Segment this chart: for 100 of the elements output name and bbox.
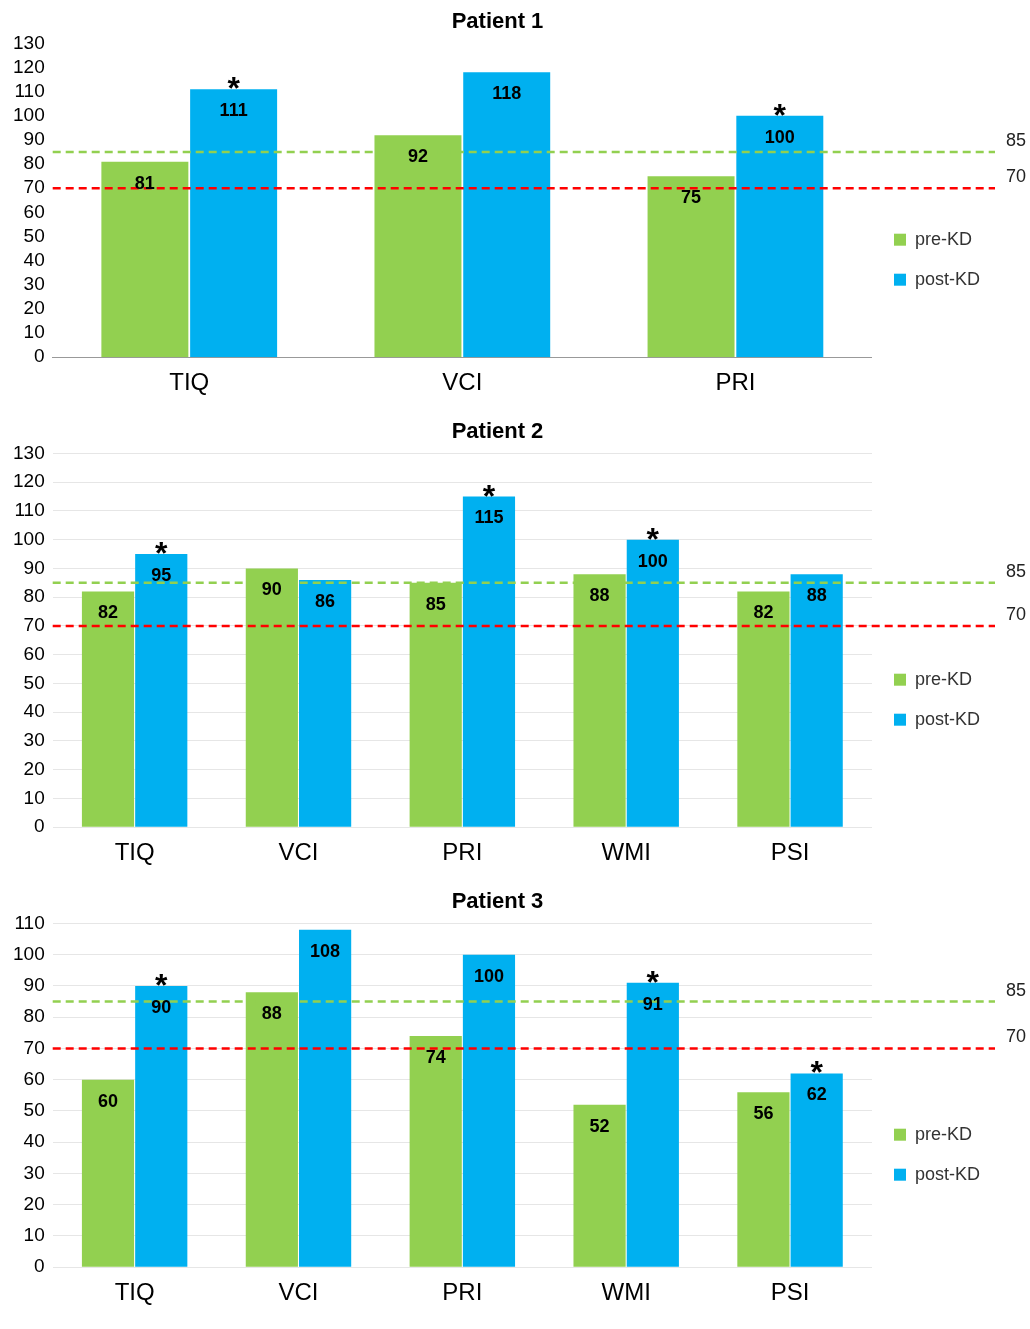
legend-label: post-KD <box>914 1163 981 1184</box>
y-tick-label: 50 <box>23 671 45 693</box>
y-tick-label: 10 <box>23 786 45 808</box>
chart-title: Patient 1 <box>451 8 544 34</box>
data-label: 52 <box>589 1115 610 1136</box>
x-tick-label: PRI <box>715 368 756 396</box>
data-label: 92 <box>407 146 428 167</box>
y-tick-label: 50 <box>23 1099 45 1121</box>
y-tick-label: 0 <box>34 345 45 367</box>
x-tick-label: PSI <box>770 838 810 866</box>
data-label: 56 <box>753 1103 774 1124</box>
bar <box>462 496 516 827</box>
y-tick-label: 50 <box>23 224 45 246</box>
y-tick-label: 60 <box>23 1067 45 1089</box>
y-tick-label: 80 <box>23 585 45 607</box>
bar <box>626 539 679 827</box>
y-tick-label: 100 <box>13 104 45 126</box>
y-tick-label: 10 <box>23 1224 45 1246</box>
bar <box>737 591 790 827</box>
y-tick-label: 70 <box>23 614 45 636</box>
data-label: 88 <box>261 1003 282 1024</box>
x-tick-label: VCI <box>278 1278 319 1306</box>
y-tick-label: 60 <box>23 642 45 664</box>
chart-title: Patient 2 <box>451 418 544 444</box>
y-tick-label: 70 <box>23 1036 45 1058</box>
bar <box>190 89 278 358</box>
x-tick-label: TIQ <box>114 838 155 866</box>
y-tick-label: 90 <box>23 974 45 996</box>
x-tick-label: WMI <box>601 1278 651 1306</box>
y-tick-label: 110 <box>14 911 45 933</box>
data-label: 85 <box>425 593 446 614</box>
x-tick-label: TIQ <box>114 1278 155 1306</box>
x-tick-label: VCI <box>278 838 319 866</box>
bar <box>81 1079 135 1267</box>
y-tick-label: 100 <box>13 527 45 549</box>
data-label: 82 <box>753 602 774 623</box>
ref-line-label: 70 <box>1005 1026 1026 1047</box>
bar <box>299 929 352 1267</box>
x-tick-label: WMI <box>601 838 651 866</box>
y-tick-label: 30 <box>23 1161 45 1183</box>
data-label: 60 <box>97 1090 119 1111</box>
y-tick-label: 0 <box>34 1255 45 1277</box>
x-tick-label: PRI <box>442 838 483 866</box>
bar <box>135 985 188 1267</box>
y-tick-label: 90 <box>23 128 45 150</box>
bar <box>736 115 824 358</box>
data-label: 118 <box>492 83 522 104</box>
bar <box>790 1073 843 1267</box>
bar <box>462 954 516 1267</box>
data-label: 100 <box>473 965 504 986</box>
bar <box>101 161 189 358</box>
data-label: 74 <box>425 1046 446 1067</box>
y-tick-label: 10 <box>23 321 45 343</box>
y-tick-label: 20 <box>23 1192 45 1214</box>
bar <box>299 579 352 827</box>
y-tick-label: 110 <box>14 499 45 521</box>
ref-line-label: 85 <box>1005 979 1026 1000</box>
y-tick-label: 0 <box>34 815 45 837</box>
x-tick-label: PRI <box>442 1278 483 1306</box>
ref-line-label: 70 <box>1005 603 1026 624</box>
data-label: 88 <box>806 585 827 606</box>
data-label: 82 <box>97 602 119 623</box>
y-tick-label: 30 <box>23 729 45 751</box>
y-tick-label: 90 <box>23 556 45 578</box>
data-label: 75 <box>681 187 702 208</box>
y-tick-label: 130 <box>13 441 45 463</box>
y-tick-label: 70 <box>23 176 45 198</box>
y-tick-label: 40 <box>23 700 45 722</box>
y-tick-label: 20 <box>23 757 45 779</box>
y-tick-label: 80 <box>23 152 45 174</box>
legend-label: pre-KD <box>914 668 972 689</box>
data-label: 90 <box>261 579 282 600</box>
y-tick-label: 30 <box>23 273 45 295</box>
ref-line-label: 85 <box>1005 560 1026 581</box>
bar <box>135 554 188 827</box>
x-tick-label: TIQ <box>169 368 210 396</box>
x-tick-label: PSI <box>770 1278 810 1306</box>
y-tick-label: 20 <box>23 297 45 319</box>
y-tick-label: 100 <box>13 942 45 964</box>
y-tick-label: 60 <box>23 200 45 222</box>
bar <box>737 1092 790 1267</box>
y-tick-label: 130 <box>13 31 45 53</box>
bar <box>463 72 551 358</box>
bar <box>626 982 679 1267</box>
y-tick-label: 80 <box>23 1005 45 1027</box>
bar <box>573 1104 626 1267</box>
legend-label: pre-KD <box>914 1123 972 1144</box>
y-tick-label: 120 <box>13 470 45 492</box>
bar <box>81 591 135 827</box>
y-tick-label: 110 <box>14 79 45 101</box>
bar <box>790 574 843 827</box>
y-tick-label: 40 <box>23 1130 45 1152</box>
legend-label: post-KD <box>914 708 981 729</box>
bar <box>409 1035 462 1267</box>
ref-line-label: 70 <box>1005 166 1026 187</box>
bar <box>647 176 735 358</box>
chart-title: Patient 3 <box>451 888 544 914</box>
legend-label: pre-KD <box>914 228 972 249</box>
x-tick-label: VCI <box>442 368 483 396</box>
y-tick-label: 120 <box>13 55 45 77</box>
